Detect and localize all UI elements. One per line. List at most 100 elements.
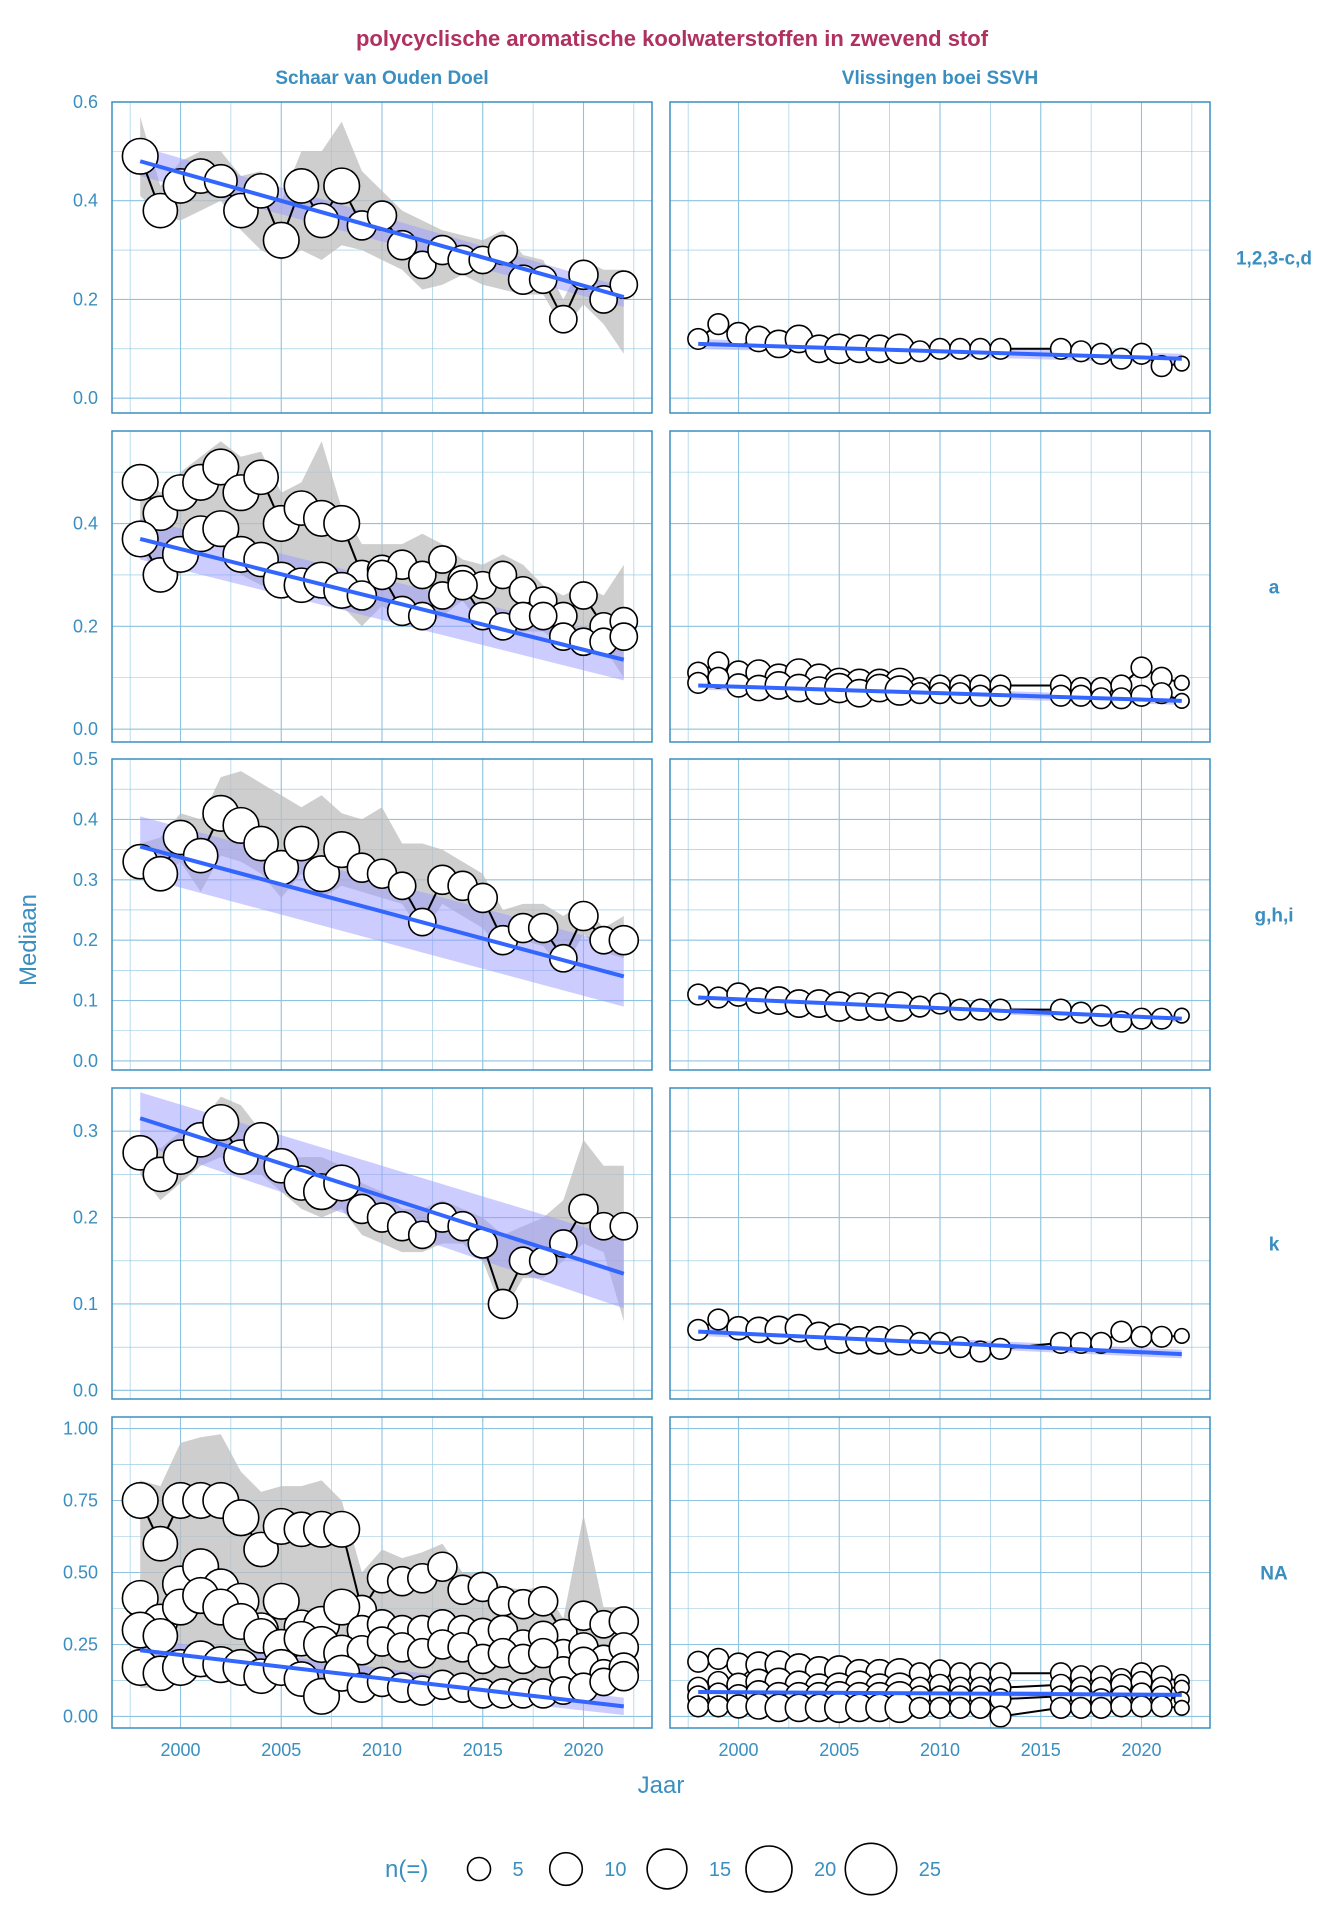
data-point [1173, 1699, 1190, 1716]
data-point [142, 855, 179, 892]
data-point [1173, 674, 1190, 691]
y-tick-label: 0.00 [63, 1706, 98, 1726]
data-point [568, 1193, 599, 1225]
x-tick-label: 2005 [819, 1740, 859, 1760]
panel-border [669, 101, 1211, 414]
data-point [467, 882, 499, 914]
data-point [1069, 1696, 1093, 1719]
y-tick-label: 0.2 [73, 1208, 98, 1228]
chart-title: polycyclische aromatische koolwaterstoff… [356, 26, 989, 51]
data-point [202, 448, 240, 486]
data-point [687, 1650, 710, 1673]
data-point [447, 569, 478, 601]
legend-title: n(=) [385, 1856, 428, 1883]
facet-panel [669, 1416, 1211, 1729]
data-point [407, 560, 437, 590]
row-strip-label: a [1269, 578, 1280, 599]
data-point [323, 1510, 361, 1548]
facet-panel [111, 101, 653, 414]
data-point [989, 1337, 1012, 1360]
data-point [527, 1585, 559, 1617]
data-point [568, 900, 599, 932]
data-point [407, 1220, 437, 1250]
y-tick-label: 0.25 [63, 1634, 98, 1654]
legend-key [745, 1845, 793, 1893]
x-tick-label: 2000 [718, 1740, 758, 1760]
x-tick-label: 2005 [261, 1740, 301, 1760]
data-point [427, 1551, 458, 1583]
row-strip-label: NA [1260, 1564, 1288, 1585]
legend-key [548, 1851, 584, 1887]
data-point [949, 337, 972, 360]
data-point [928, 337, 952, 360]
data-point [707, 313, 730, 336]
data-point [302, 855, 341, 893]
data-point [283, 168, 320, 204]
data-point [1130, 684, 1153, 707]
trend-line [139, 1116, 625, 1276]
legend-key [844, 1842, 898, 1896]
trend-line [698, 1690, 1182, 1697]
data-point [569, 581, 598, 610]
panel-border [111, 1416, 653, 1729]
data-point [142, 192, 179, 229]
x-tick-label: 2010 [920, 1740, 960, 1760]
y-tick-label: 1.00 [63, 1419, 98, 1439]
trend-line [139, 1648, 625, 1709]
data-point [608, 924, 640, 956]
facet-panel [669, 101, 1211, 414]
trend-line [139, 159, 625, 299]
panel-grid: Schaar van Ouden Doel Vlissingen boei SSV… [63, 68, 1312, 1760]
data-point [949, 1336, 972, 1359]
y-tick-label: 0.5 [73, 749, 98, 769]
panel-border [111, 430, 653, 743]
data-point [121, 463, 159, 502]
facet-panel [111, 1087, 653, 1400]
data-point [1173, 1327, 1190, 1345]
legend-label: 20 [814, 1859, 836, 1881]
panel-border [669, 1087, 1211, 1400]
data-point [707, 1647, 730, 1670]
data-point [121, 1481, 159, 1520]
facet-panel [669, 430, 1211, 743]
trend-line [698, 683, 1182, 703]
data-point [687, 327, 710, 351]
data-point [687, 671, 710, 694]
data-point [243, 459, 280, 496]
panel-border [111, 1087, 653, 1400]
data-point [609, 1211, 639, 1241]
column-strip-label: Schaar van Ouden Doel [275, 68, 488, 89]
trend-line [139, 537, 625, 662]
y-tick-label: 0.4 [73, 191, 98, 211]
data-point [949, 1696, 972, 1719]
data-point [202, 510, 240, 548]
data-point [142, 1525, 179, 1562]
data-point [969, 1696, 992, 1719]
y-tick-label: 0.0 [73, 719, 98, 739]
data-point [1090, 342, 1113, 365]
y-tick-label: 0.3 [73, 1121, 98, 1141]
data-point [1049, 1696, 1072, 1719]
y-tick-label: 0.3 [73, 870, 98, 890]
y-tick-label: 0.50 [63, 1563, 98, 1583]
data-point [303, 202, 340, 239]
row-strip-label: 1,2,3-c,d [1236, 249, 1312, 270]
data-point [928, 1696, 952, 1719]
legend-key [646, 1848, 688, 1890]
data-point [262, 1582, 300, 1620]
data-point [1049, 998, 1072, 1021]
data-point [262, 221, 300, 259]
facet-panel [111, 430, 653, 743]
data-point [1110, 1695, 1133, 1718]
legend-label: 10 [604, 1859, 626, 1881]
data-point [202, 1103, 240, 1142]
data-point [243, 825, 280, 862]
y-tick-label: 0.4 [73, 514, 98, 534]
data-point [387, 871, 417, 901]
data-point [989, 1705, 1012, 1728]
x-tick-label: 2015 [1021, 1740, 1061, 1760]
y-tick-label: 0.0 [73, 388, 98, 408]
facet-panel [669, 758, 1211, 1071]
y-tick-label: 0.1 [73, 1294, 98, 1314]
trend-line [139, 844, 625, 979]
